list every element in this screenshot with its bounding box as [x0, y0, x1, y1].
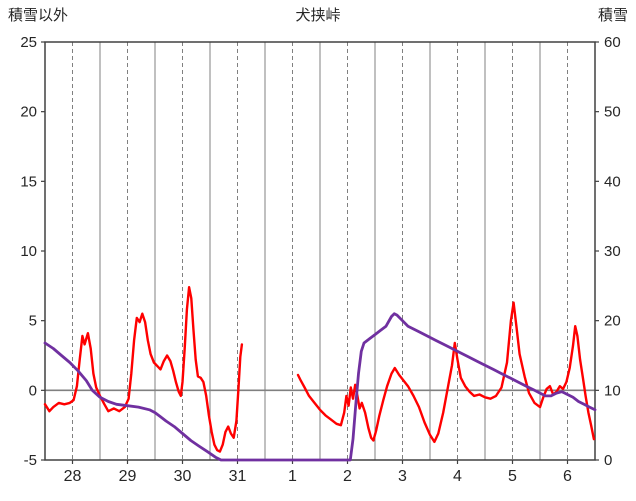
right-axis-title: 積雪	[597, 7, 628, 24]
chart-title: 犬挟峠	[295, 7, 341, 24]
right-tick-label: 0	[604, 452, 612, 469]
left-tick-label: 0	[29, 382, 37, 399]
left-tick-label: -5	[24, 452, 37, 469]
x-tick-label: 1	[288, 468, 297, 485]
red-series-line	[43, 286, 244, 453]
right-tick-label: 10	[604, 382, 621, 399]
x-tick-label: 5	[508, 468, 517, 485]
left-tick-label: 5	[29, 313, 37, 330]
x-tick-label: 30	[174, 468, 192, 485]
x-tick-label: 31	[229, 468, 247, 485]
right-tick-label: 20	[604, 313, 621, 330]
x-tick-label: 3	[398, 468, 407, 485]
right-tick-label: 40	[604, 173, 621, 190]
x-tick-label: 6	[563, 468, 572, 485]
right-tick-label: 50	[604, 104, 621, 121]
right-tick-label: 30	[604, 243, 621, 260]
right-tick-label: 60	[604, 34, 621, 51]
left-axis-title: 積雪以外	[8, 7, 69, 24]
chart-header: 積雪以外 犬挟峠 積雪	[0, 4, 636, 26]
left-tick-label: 25	[20, 34, 37, 51]
x-tick-label: 29	[119, 468, 137, 485]
red-series-line	[296, 301, 596, 444]
purple-series-line	[43, 312, 597, 462]
x-tick-label: 4	[453, 468, 462, 485]
left-tick-label: 15	[20, 173, 37, 190]
left-tick-label: 20	[20, 104, 37, 121]
x-tick-label: 2	[343, 468, 352, 485]
x-tick-label: 28	[64, 468, 82, 485]
left-tick-label: 10	[20, 243, 37, 260]
